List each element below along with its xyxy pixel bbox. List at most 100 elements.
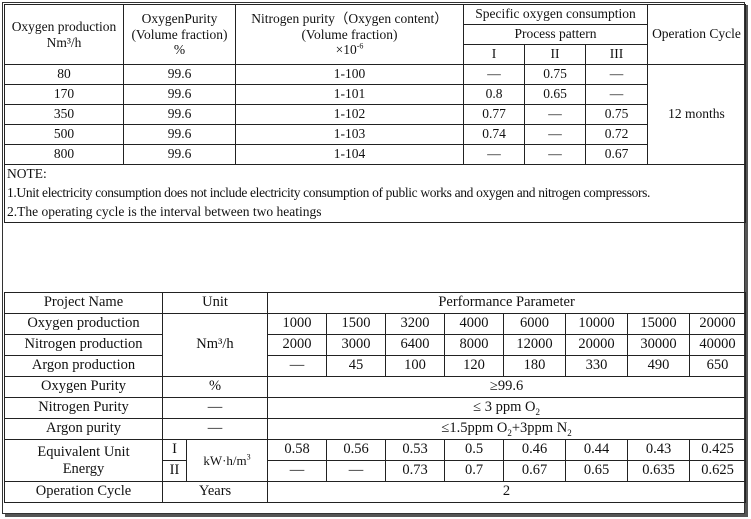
table-row: 80 99.6 1-100 — 0.75 — 12 months [4, 64, 746, 165]
cell-prod: 350 [4, 104, 124, 125]
cell-value: 0.425 [688, 439, 747, 461]
table-row: 350 99.6 1-102 0.77 — 0.75 [4, 104, 746, 125]
cell-value: 12000 [503, 334, 566, 356]
cell-value: 650 [688, 355, 747, 377]
header-process-pattern: Process pattern [463, 24, 648, 45]
cell-value: 30000 [627, 334, 690, 356]
header-oxygen-purity: OxygenPurity (Volume fraction) % [123, 4, 236, 65]
cell-prod: 800 [4, 144, 124, 165]
note-1: 1.Unit electricity consumption does not … [4, 184, 746, 203]
value-oxygen-purity: ≥99.6 [266, 376, 747, 398]
cell-value: 490 [627, 355, 690, 377]
cell-p2: 0.75 [524, 64, 586, 85]
unit-oxygen-purity: % [162, 376, 268, 398]
cell-purity: 99.6 [123, 124, 236, 145]
cell-purity: 99.6 [123, 104, 236, 125]
table-row: II — — 0.73 0.7 0.67 0.65 0.635 0.625 [5, 460, 747, 482]
cell-p1: — [463, 144, 525, 165]
table-row: Oxygen Purity % ≥99.6 [4, 376, 747, 398]
header-pattern-1: I [463, 44, 525, 65]
header-pattern-2: II [524, 44, 586, 65]
cell-n2: 1-100 [235, 64, 464, 85]
note-title: NOTE: [4, 164, 746, 184]
cell-value: 2000 [267, 334, 327, 356]
cell-value: 0.53 [385, 439, 445, 461]
header-specific-consumption: Specific oxygen consumption [463, 4, 648, 25]
cell-value: — [326, 460, 386, 482]
label-argon-purity: Argon purity [4, 418, 163, 440]
header-project-name: Project Name [4, 292, 163, 314]
cell-p2: — [524, 124, 586, 145]
cell-value: 0.67 [503, 460, 566, 482]
label-nitrogen-purity: Nitrogen Purity [4, 397, 163, 419]
cell-value: 40000 [688, 334, 747, 356]
cell-value: 0.46 [503, 439, 566, 461]
cell-value: — [267, 355, 327, 377]
label-oxygen-production: Oxygen production [4, 313, 163, 335]
label-nitrogen-production: Nitrogen production [4, 334, 163, 356]
cell-value: 8000 [444, 334, 504, 356]
cell-p3: — [585, 64, 648, 85]
cell-value: 45 [326, 355, 386, 377]
cell-n2: 1-102 [235, 104, 464, 125]
label-operation-cycle: Operation Cycle [4, 481, 163, 503]
header-oxygen-production: Oxygen production Nm³/h [4, 4, 124, 65]
cell-value: 1500 [326, 313, 386, 335]
cell-value: 0.73 [385, 460, 445, 482]
cell-value: 3200 [385, 313, 445, 335]
cell-p3: 0.72 [585, 124, 648, 145]
cell-value: 15000 [627, 313, 690, 335]
cell-value: 120 [444, 355, 504, 377]
cell-p1: 0.77 [463, 104, 525, 125]
cell-p1: — [463, 64, 525, 85]
cell-p3: — [585, 84, 648, 105]
cell-n2: 1-103 [235, 124, 464, 145]
cell-p1: 0.74 [463, 124, 525, 145]
cell-value: 100 [385, 355, 445, 377]
unit-operation-cycle: Years [162, 481, 268, 503]
cell-value: 0.5 [444, 439, 504, 461]
table-row: 170 99.6 1-101 0.8 0.65 — [4, 84, 746, 105]
header-unit: Unit [162, 292, 268, 314]
cell-prod: 80 [4, 64, 124, 85]
cell-purity: 99.6 [123, 144, 236, 165]
header-pattern-3: III [585, 44, 648, 65]
cell-value: 0.43 [627, 439, 690, 461]
energy-pattern-1: I [162, 439, 187, 461]
cell-value: 20000 [688, 313, 747, 335]
table-row: Operation Cycle Years 2 [4, 481, 747, 503]
cell-value: 0.635 [627, 460, 690, 482]
cell-value: 0.58 [267, 439, 327, 461]
header-performance: Performance Parameter [266, 292, 747, 314]
table-row: Equivalent Unit Energy I kW·h/m3 0.58 0.5… [4, 439, 747, 482]
cell-value: 0.7 [444, 460, 504, 482]
cell-n2: 1-104 [235, 144, 464, 165]
performance-table: Project Name Unit Performance Parameter … [4, 292, 747, 503]
table-row: Nitrogen Purity — ≤ 3 ppm O2 [4, 397, 747, 419]
cell-value: 6000 [503, 313, 566, 335]
energy-unit: kW·h/m3 [186, 439, 268, 482]
header-operation-cycle: Operation Cycle [647, 4, 746, 65]
value-nitrogen-purity: ≤ 3 ppm O2 [266, 397, 747, 419]
cell-value: 0.44 [565, 439, 628, 461]
cell-value: 3000 [326, 334, 386, 356]
cell-prod: 500 [4, 124, 124, 145]
production-unit: Nm³/h [162, 313, 268, 377]
cell-cycle-value: 12 months [647, 64, 746, 165]
oxygen-specs-table: Oxygen production Nm³/h OxygenPurity (Vo… [4, 4, 746, 223]
cell-p3: 0.75 [585, 104, 648, 125]
label-argon-production: Argon production [4, 355, 163, 377]
note-2: 2.The operating cycle is the interval be… [4, 203, 746, 223]
label-oxygen-purity: Oxygen Purity [4, 376, 163, 398]
label-energy: Equivalent Unit Energy [4, 439, 163, 482]
cell-p2: — [524, 104, 586, 125]
cell-p1: 0.8 [463, 84, 525, 105]
energy-pattern-2: II [162, 460, 187, 482]
table-row: Argon production — 45 100 120 180 330 49… [4, 355, 747, 377]
cell-prod: 170 [4, 84, 124, 105]
value-operation-cycle: 2 [266, 481, 747, 503]
unit-argon-purity: — [162, 418, 268, 440]
cell-p2: — [524, 144, 586, 165]
cell-value: 10000 [565, 313, 628, 335]
header-nitrogen-purity: Nitrogen purity（Oxygen content） (Volume … [235, 4, 464, 65]
